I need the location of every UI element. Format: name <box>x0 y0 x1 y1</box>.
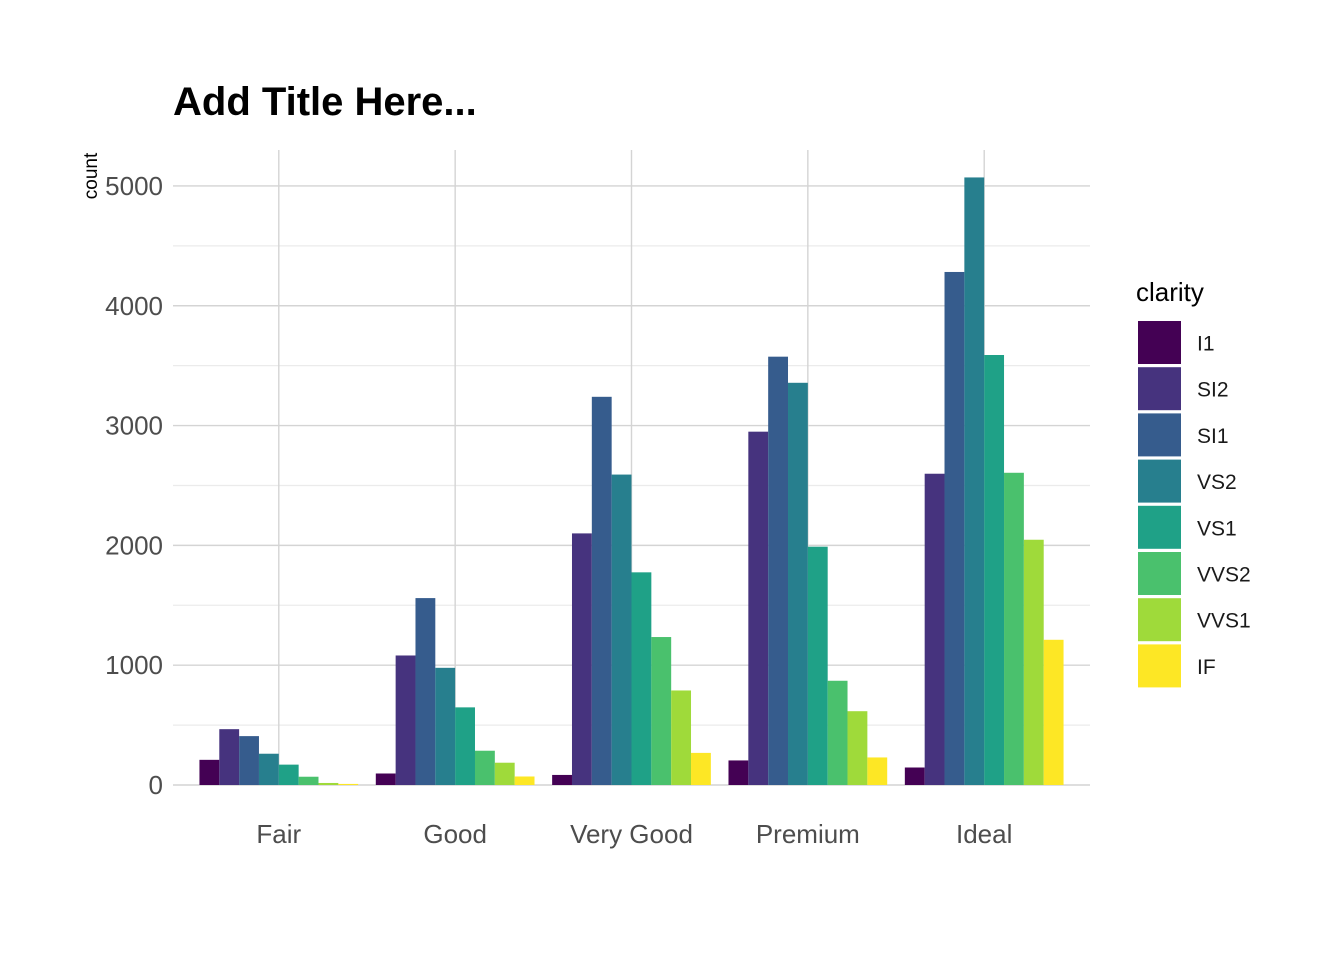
x-tick-label: Premium <box>756 819 860 849</box>
bar-if-ideal <box>1043 639 1064 785</box>
legend-label: IF <box>1197 656 1216 679</box>
bar-si2-very-good <box>571 533 592 785</box>
bar-i1-ideal <box>904 767 925 785</box>
bar-si2-good <box>395 655 416 785</box>
y-tick-label: 1000 <box>105 650 163 680</box>
bar-vs1-good <box>455 707 475 785</box>
legend-label: VVS2 <box>1197 564 1251 587</box>
bar-i1-fair <box>199 759 220 785</box>
bar-si1-very-good <box>591 396 612 785</box>
legend-label: SI1 <box>1197 425 1229 448</box>
legend-title: clarity <box>1136 277 1204 307</box>
legend-items: I1 SI2 SI1 VS2 VS1 VVS2 VVS1 IF <box>1138 321 1251 688</box>
bar-vs1-very-good <box>631 572 652 785</box>
y-axis-label: count <box>81 152 102 199</box>
bar-vs2-premium <box>788 382 808 785</box>
bar-vs1-premium <box>807 546 828 785</box>
bar-si1-fair <box>239 736 259 785</box>
legend-key-vvs1 <box>1138 598 1181 642</box>
bar-vvs1-very-good <box>671 690 692 785</box>
legend-label: I1 <box>1197 333 1215 356</box>
y-tick-label: 5000 <box>105 171 163 201</box>
bar-i1-very-good <box>552 774 572 785</box>
bar-vvs1-premium <box>847 711 868 785</box>
bar-vs2-ideal <box>964 177 985 786</box>
y-tick-label: 2000 <box>105 530 163 560</box>
chart-title: Add Title Here... <box>173 80 477 124</box>
bar-vs1-ideal <box>984 354 1005 785</box>
legend-key-vs1 <box>1138 505 1181 549</box>
legend-key-i1 <box>1138 321 1181 364</box>
x-axis-ticks: Fair Good Very Good Premium Ideal <box>256 819 1012 849</box>
legend-label: VS2 <box>1197 471 1237 494</box>
bar-if-good <box>514 776 535 785</box>
legend-key-vvs2 <box>1138 552 1181 595</box>
legend-label: SI2 <box>1197 379 1229 402</box>
bar-vvs1-fair <box>318 782 339 785</box>
y-tick-label: 3000 <box>105 411 163 441</box>
bar-si2-fair <box>219 729 240 785</box>
y-axis-ticks: 0 1000 2000 3000 4000 5000 <box>105 171 163 800</box>
legend-key-si1 <box>1138 413 1181 457</box>
bar-vs2-fair <box>258 753 279 785</box>
legend-key-if <box>1138 644 1181 688</box>
bar-si1-good <box>415 598 436 785</box>
bar-vvs2-ideal <box>1004 472 1024 785</box>
bar-vvs2-good <box>474 750 495 785</box>
y-tick-label: 4000 <box>105 291 163 321</box>
bar-vvs2-very-good <box>651 637 672 785</box>
bar-if-fair <box>338 783 359 785</box>
bar-si2-ideal <box>924 473 945 785</box>
bar-si2-premium <box>748 431 769 785</box>
bar-vvs1-ideal <box>1023 539 1044 785</box>
bar-if-premium <box>867 757 888 785</box>
x-tick-label: Good <box>423 819 487 849</box>
bar-vvs1-good <box>494 762 515 785</box>
bar-if-very-good <box>691 752 711 785</box>
legend-label: VS1 <box>1197 517 1237 540</box>
bars <box>199 177 1064 786</box>
bar-i1-good <box>375 773 396 785</box>
bar-vs2-very-good <box>611 474 632 785</box>
bar-i1-premium <box>728 760 749 785</box>
x-tick-label: Very Good <box>570 819 693 849</box>
bar-si1-ideal <box>944 271 965 786</box>
x-tick-label: Ideal <box>956 819 1012 849</box>
bar-si1-premium <box>768 356 789 785</box>
legend-key-si2 <box>1138 367 1181 411</box>
legend: clarity I1 SI2 SI1 VS2 VS1 VVS2 VVS1 IF <box>1136 277 1251 688</box>
bar-vvs2-premium <box>827 680 848 785</box>
legend-key-vs2 <box>1138 459 1181 503</box>
bar-vs1-fair <box>278 764 299 785</box>
y-tick-label: 0 <box>149 770 163 800</box>
bar-vvs2-fair <box>298 776 319 785</box>
x-tick-label: Fair <box>256 819 301 849</box>
legend-label: VVS1 <box>1197 610 1251 633</box>
bar-vs2-good <box>435 667 456 785</box>
